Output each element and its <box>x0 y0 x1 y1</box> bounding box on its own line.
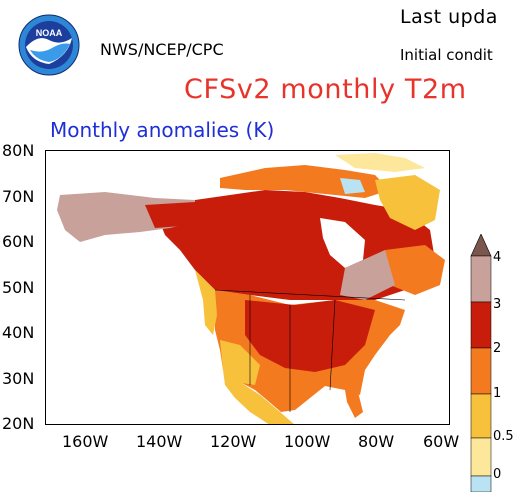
colorbar-arrow-top <box>470 234 492 257</box>
colorbar-label-1: 1 <box>493 386 502 401</box>
land-region-hudson-bay <box>320 218 365 268</box>
colorbar-label-4: 4 <box>493 250 502 265</box>
lat-tick-70n: 70N <box>2 187 35 206</box>
land-region-quebec-hot <box>340 250 395 300</box>
lon-tick-120w: 120W <box>210 432 257 451</box>
lon-tick-80w: 80W <box>358 432 395 451</box>
noaa-logo: NOAA <box>18 14 80 76</box>
land-region-arctic-cold <box>340 178 365 194</box>
noaa-logo-text: NOAA <box>36 28 63 38</box>
land-region-us-warm <box>245 300 375 372</box>
lon-tick-160w: 160W <box>62 432 109 451</box>
last-updated-label: Last upda <box>400 6 498 28</box>
initial-conditions-label: Initial condit <box>400 46 493 64</box>
colorbar-band-2-3 <box>470 301 492 349</box>
land-region-labrador <box>385 245 445 295</box>
land-region-ellesmere <box>335 153 425 172</box>
land-region-alaska-warm <box>145 202 195 228</box>
lon-tick-100w: 100W <box>284 432 331 451</box>
anomaly-map <box>45 150 450 425</box>
colorbar-band-3-4 <box>470 255 492 303</box>
lat-tick-40n: 40N <box>2 323 35 342</box>
colorbar-label-2: 2 <box>493 341 502 356</box>
lon-tick-140w: 140W <box>136 432 183 451</box>
colorbar-label-0: 0 <box>493 467 502 482</box>
lat-tick-30n: 30N <box>2 369 35 388</box>
map-subtitle: Monthly anomalies (K) <box>50 118 275 142</box>
colorbar-label-3: 3 <box>493 297 502 312</box>
colorbar <box>470 234 492 492</box>
colorbar-label-0-5: 0.5 <box>493 429 514 444</box>
land-region-baffin <box>375 175 440 230</box>
colorbar-band-1-2 <box>470 347 492 395</box>
land-region-mexico <box>223 370 295 425</box>
lat-tick-20n: 20N <box>2 414 35 433</box>
colorbar-band-0.5-1 <box>470 393 492 439</box>
colorbar-band-below-0 <box>470 475 492 492</box>
colorbar-band-0-0.5 <box>470 437 492 477</box>
lat-tick-80n: 80N <box>2 141 35 160</box>
land-region-west-coast <box>195 270 217 335</box>
lat-tick-60n: 60N <box>2 232 35 251</box>
land-region-florida <box>345 388 363 418</box>
lon-tick-60w: 60W <box>423 432 460 451</box>
lat-tick-50n: 50N <box>2 278 35 297</box>
agency-label: NWS/NCEP/CPC <box>100 40 224 59</box>
map-title: CFSv2 monthly T2m <box>184 74 467 105</box>
political-borders <box>214 289 406 412</box>
